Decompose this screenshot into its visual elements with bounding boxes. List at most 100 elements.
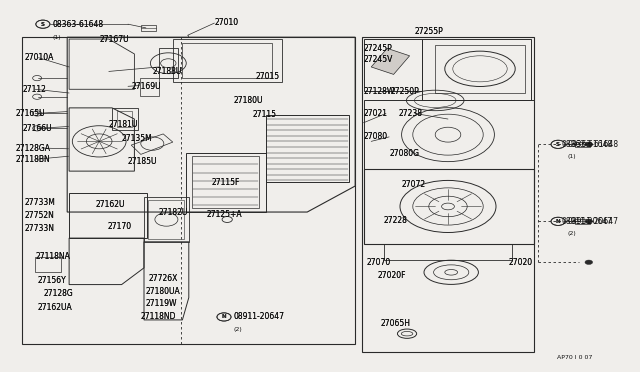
Text: 27021: 27021	[364, 109, 388, 118]
Text: 27080: 27080	[364, 132, 388, 141]
Text: 27128W: 27128W	[364, 87, 395, 96]
Text: 27245P: 27245P	[364, 44, 392, 53]
Text: 27238: 27238	[398, 109, 422, 118]
Text: 27733M: 27733M	[24, 198, 55, 207]
Text: 27245V: 27245V	[364, 55, 393, 64]
Text: 27115F: 27115F	[211, 178, 239, 187]
Text: 27015: 27015	[256, 72, 280, 81]
Text: 27118NA: 27118NA	[35, 252, 70, 261]
Text: 27170: 27170	[108, 222, 132, 231]
Text: 27128G: 27128G	[44, 289, 73, 298]
Text: 27752N: 27752N	[24, 211, 54, 220]
Text: S: S	[41, 22, 45, 27]
Text: N: N	[221, 314, 227, 320]
Text: 27726X: 27726X	[148, 274, 178, 283]
Bar	[575, 219, 590, 224]
Text: (1): (1)	[52, 35, 61, 41]
Text: S: S	[556, 142, 560, 147]
Text: 27162U: 27162U	[96, 200, 125, 209]
Text: 27115: 27115	[253, 110, 277, 119]
Text: 27162UA: 27162UA	[37, 303, 72, 312]
Text: 27128GA: 27128GA	[16, 144, 51, 153]
Text: 27020: 27020	[509, 258, 533, 267]
Text: 27166U: 27166U	[22, 124, 52, 133]
Text: N: N	[556, 219, 561, 224]
Text: 27118ND: 27118ND	[141, 312, 176, 321]
Text: 27188U: 27188U	[152, 67, 182, 76]
Text: 27156Y: 27156Y	[37, 276, 66, 285]
Bar	[141, 25, 156, 31]
Text: 27020F: 27020F	[378, 271, 406, 280]
Text: 27238: 27238	[398, 109, 422, 118]
Text: 27135M: 27135M	[122, 134, 152, 143]
Text: 27135M: 27135M	[122, 134, 152, 143]
Text: 27080: 27080	[364, 132, 388, 141]
Text: 27752N: 27752N	[24, 211, 54, 220]
Text: 27072: 27072	[402, 180, 426, 189]
Text: 27125+A: 27125+A	[206, 210, 242, 219]
Text: 27182U: 27182U	[159, 208, 188, 217]
Text: 27180U: 27180U	[234, 96, 263, 105]
Text: 27020: 27020	[509, 258, 533, 267]
Text: 08911-20647: 08911-20647	[234, 312, 285, 321]
Text: 27169U: 27169U	[131, 82, 161, 91]
Text: (2): (2)	[234, 327, 243, 333]
Text: 27166U: 27166U	[22, 124, 52, 133]
Text: 27010: 27010	[214, 18, 239, 27]
Text: 27250P: 27250P	[390, 87, 419, 96]
Text: 27010: 27010	[214, 18, 239, 27]
Text: 27080G: 27080G	[389, 149, 419, 158]
Text: 27015: 27015	[256, 72, 280, 81]
Circle shape	[585, 219, 593, 224]
Text: 27180UA: 27180UA	[146, 287, 180, 296]
Text: 27065H: 27065H	[381, 319, 411, 328]
Bar	[575, 142, 590, 147]
Bar	[22, 37, 355, 344]
Text: 27181U: 27181U	[109, 120, 138, 129]
Text: 27165U: 27165U	[16, 109, 45, 118]
Text: 27115: 27115	[253, 110, 277, 119]
Text: 27180U: 27180U	[234, 96, 263, 105]
Text: 27733N: 27733N	[24, 224, 54, 233]
Text: AP70 I 0 07: AP70 I 0 07	[557, 355, 592, 360]
Text: 27021: 27021	[364, 109, 388, 118]
Text: 27118BN: 27118BN	[16, 155, 51, 164]
Text: 08363-61648: 08363-61648	[52, 20, 104, 29]
Text: 27118BN: 27118BN	[16, 155, 51, 164]
Text: 08363-61648: 08363-61648	[52, 20, 104, 29]
Text: 08911-20647: 08911-20647	[561, 217, 612, 226]
Text: 27118ND: 27118ND	[141, 312, 176, 321]
Text: 27128W: 27128W	[364, 87, 395, 96]
Text: 27070: 27070	[367, 258, 391, 267]
Text: 27180UA: 27180UA	[146, 287, 180, 296]
Text: 27010A: 27010A	[24, 53, 54, 62]
Text: 27156Y: 27156Y	[37, 276, 66, 285]
Text: 27010A: 27010A	[24, 53, 54, 62]
Text: 08363-61648: 08363-61648	[561, 140, 612, 149]
Text: 27072: 27072	[402, 180, 426, 189]
Text: 27245V: 27245V	[364, 55, 393, 64]
Text: 27726X: 27726X	[148, 274, 178, 283]
Text: 27182U: 27182U	[159, 208, 188, 217]
Polygon shape	[371, 48, 410, 74]
Text: 27112: 27112	[22, 85, 46, 94]
Text: 27070: 27070	[367, 258, 391, 267]
Bar	[362, 37, 534, 352]
Text: 27167U: 27167U	[99, 35, 129, 44]
Text: 08911-20647: 08911-20647	[568, 217, 619, 226]
Text: (2): (2)	[568, 231, 577, 237]
Text: 08363-61648: 08363-61648	[568, 140, 619, 149]
Text: 27119W: 27119W	[146, 299, 177, 308]
Text: 27228: 27228	[384, 216, 408, 225]
Text: 27188U: 27188U	[152, 67, 182, 76]
Text: 27255P: 27255P	[415, 27, 444, 36]
Text: S: S	[556, 142, 560, 147]
Text: S: S	[41, 22, 45, 27]
Text: 27080G: 27080G	[389, 149, 419, 158]
Circle shape	[585, 142, 593, 147]
Text: 27119W: 27119W	[146, 299, 177, 308]
Text: 27169U: 27169U	[131, 82, 161, 91]
Text: N: N	[556, 219, 561, 224]
Text: 27165U: 27165U	[16, 109, 45, 118]
Text: 27733N: 27733N	[24, 224, 54, 233]
